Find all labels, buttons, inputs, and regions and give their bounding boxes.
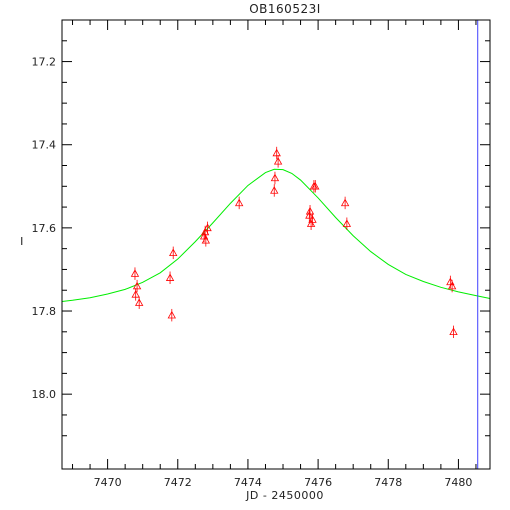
data-point: [135, 296, 144, 309]
triangle-marker: [305, 211, 314, 219]
triangle-marker: [131, 290, 140, 298]
data-point: [165, 271, 175, 284]
data-point: [167, 308, 176, 322]
y-axis-label: I: [20, 235, 24, 248]
triangle-marker: [132, 281, 142, 290]
data-point: [305, 205, 315, 218]
data-point: [340, 196, 350, 210]
data-point: [130, 267, 140, 280]
triangle-marker: [447, 281, 457, 290]
x-tick-label: 7474: [234, 476, 262, 489]
data-point: [200, 225, 210, 239]
triangle-marker: [270, 186, 279, 194]
data-point: [449, 325, 458, 339]
data-point: [169, 246, 178, 260]
triangle-marker: [167, 310, 176, 319]
triangle-marker: [200, 227, 210, 236]
data-point: [270, 184, 279, 197]
data-point: [131, 288, 140, 301]
triangle-marker: [308, 215, 317, 223]
x-axis-label: JD - 2450000: [245, 489, 324, 502]
chart-title: OB160523I: [249, 2, 321, 16]
triangle-marker: [203, 223, 212, 232]
data-point: [311, 180, 320, 193]
data-point: [270, 171, 280, 185]
data-point: [203, 221, 212, 235]
triangle-marker: [135, 298, 144, 306]
triangle-marker: [340, 198, 350, 207]
x-tick-label: 7472: [164, 476, 192, 489]
triangle-marker: [270, 173, 280, 182]
triangle-marker: [449, 327, 458, 336]
triangle-marker: [273, 157, 283, 165]
triangle-marker: [201, 236, 211, 244]
triangle-marker: [130, 269, 140, 277]
data-point: [273, 155, 283, 168]
y-tick-label: 17.8: [32, 305, 57, 318]
x-tick-label: 7480: [444, 476, 472, 489]
y-tick-label: 17.6: [32, 222, 57, 235]
y-tick-label: 17.4: [32, 139, 57, 152]
triangle-marker: [165, 273, 175, 281]
triangle-marker: [305, 206, 315, 215]
triangle-marker: [234, 198, 244, 207]
data-point: [132, 279, 142, 293]
model-curve: [61, 168, 491, 302]
data-point: [308, 213, 317, 226]
x-tick-label: 7476: [304, 476, 332, 489]
data-point: [447, 279, 457, 293]
triangle-marker: [169, 248, 178, 257]
triangle-marker: [342, 219, 352, 227]
triangle-marker: [272, 148, 281, 157]
data-point: [342, 217, 352, 230]
triangle-marker: [311, 181, 320, 190]
data-points-layer: [130, 146, 458, 339]
tick-labels: 7470 7472 7474 7476 7478 7480 17.2 17.4 17.6 17.8…: [32, 56, 473, 489]
data-point: [201, 234, 211, 247]
data-point: [272, 146, 281, 160]
model-curve-layer: [61, 168, 491, 302]
x-tick-label: 7470: [94, 476, 122, 489]
y-tick-label: 17.2: [32, 56, 57, 69]
plot-frame: [61, 19, 491, 470]
data-point: [305, 209, 314, 222]
y-tick-label: 18.0: [32, 388, 57, 401]
data-point: [234, 196, 244, 210]
x-tick-label: 7478: [374, 476, 402, 489]
tick-marks: [62, 20, 490, 469]
